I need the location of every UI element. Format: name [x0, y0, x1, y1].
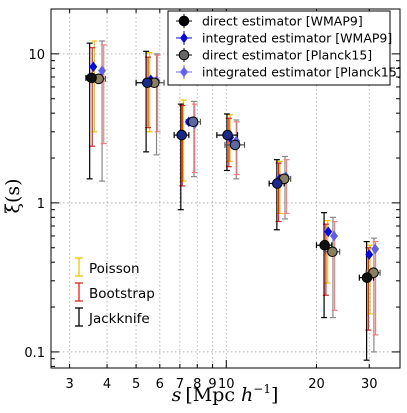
axis-ticks — [51, 8, 400, 368]
data-point-series-1 — [89, 61, 98, 72]
data-point-series-0 — [176, 129, 188, 141]
error-bar-legend: Poisson Bootstrap Jackknife — [75, 257, 155, 327]
x-axis-unit-open: [Mpc — [185, 384, 241, 406]
data-point-series-0 — [142, 77, 153, 89]
legend-label: integrated estimator [WMAP9] — [202, 31, 392, 46]
x-axis-var: s — [172, 384, 182, 406]
x-tick-label: 6 — [156, 377, 164, 392]
x-axis-unit-h: h — [241, 384, 253, 406]
data-point-series-0 — [86, 72, 97, 84]
data-point-series-3 — [330, 230, 339, 242]
x-axis-unit-exp: −1 — [253, 382, 271, 396]
legend-marker — [178, 15, 190, 27]
y-axis-label: ξ(s) — [2, 178, 24, 213]
x-tick-label: 9 — [208, 377, 216, 392]
data-point-series-1 — [324, 226, 333, 238]
x-tick-label: 30 — [361, 377, 378, 392]
x-tick-label: 4 — [103, 377, 111, 392]
data-point-series-0 — [222, 129, 233, 141]
y-tick-labels: 0.1 1 10 — [24, 48, 45, 361]
x-tick-label: 5 — [132, 377, 140, 392]
y-tick-label: 10 — [28, 48, 45, 63]
error-legend-label: Poisson — [89, 261, 140, 277]
x-tick-label: 20 — [308, 377, 325, 392]
x-tick-label: 3 — [65, 377, 73, 392]
data-point-series-0 — [361, 272, 373, 283]
legend-marker — [180, 32, 188, 44]
legend-label: direct estimator [WMAP9] — [202, 14, 363, 29]
error-legend-label: Jackknife — [88, 311, 150, 327]
y-tick-label: 0.1 — [24, 346, 45, 361]
data-point-series-2 — [327, 246, 338, 258]
y-tick-label: 1 — [37, 197, 45, 212]
data-point-series-1 — [365, 249, 374, 260]
data-point-series-2 — [229, 139, 241, 151]
error-legend-label: Bootstrap — [89, 286, 155, 302]
legend-label: direct estimator [Planck15] — [202, 48, 372, 63]
x-tick-label: 7 — [176, 377, 184, 392]
data-point-series-0 — [271, 178, 283, 189]
x-tick-labels: 3 4 5 6 7 8 9 10 20 30 — [65, 377, 377, 392]
x-tick-label: 8 — [193, 377, 201, 392]
x-axis-label: s [Mpc h−1] — [172, 382, 279, 406]
x-tick-label: 10 — [218, 377, 235, 392]
legend-marker — [180, 66, 188, 78]
legend: direct estimator [WMAP9] integrated estim… — [167, 10, 402, 86]
data-point-series-2 — [187, 116, 199, 128]
plot-frame — [50, 8, 401, 369]
data-markers — [86, 61, 380, 283]
legend-label: integrated estimator [Planck15] — [202, 65, 402, 80]
x-axis-unit-close: ] — [271, 384, 278, 406]
data-point-series-3 — [371, 243, 380, 255]
data-point-series-0 — [319, 239, 330, 251]
legend-marker — [178, 49, 190, 61]
legend-box — [167, 10, 391, 86]
